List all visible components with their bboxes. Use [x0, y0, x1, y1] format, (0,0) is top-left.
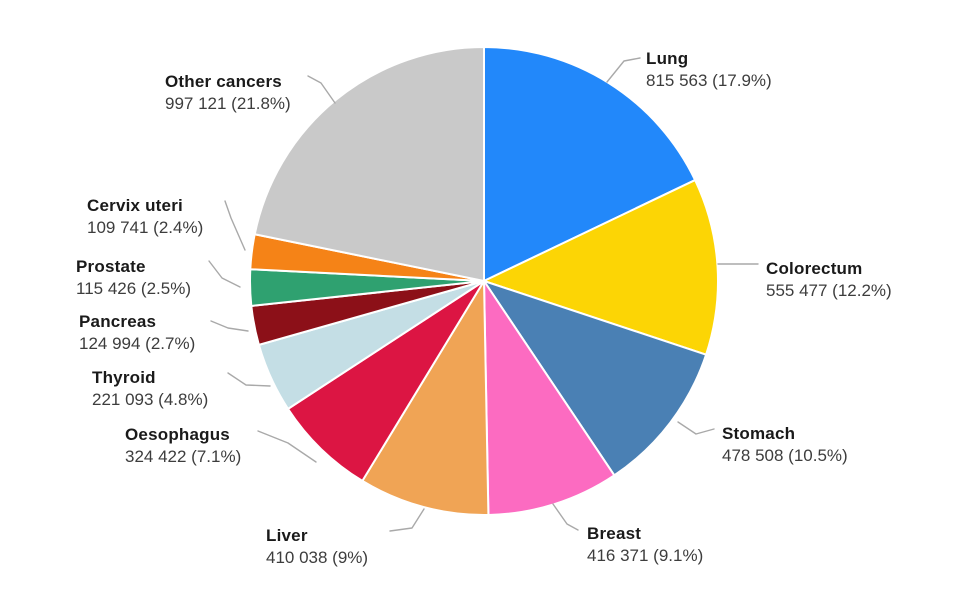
- slice-label-value: 478 508 (10.5%): [722, 446, 848, 465]
- slice-label-name: Colorectum: [766, 259, 863, 278]
- slice-label-colorectum: Colorectum 555 477 (12.2%): [766, 258, 892, 302]
- slice-label-name: Oesophagus: [125, 425, 230, 444]
- slice-label-value: 115 426 (2.5%): [76, 279, 191, 298]
- leader-line-breast: [552, 503, 579, 531]
- pie-slice-stomach[interactable]: [483, 280, 708, 477]
- pie-slice-oesophagus[interactable]: [287, 280, 485, 482]
- leader-line-oesophagus: [257, 430, 317, 463]
- pie-slice-colorectum[interactable]: [483, 179, 719, 356]
- slice-label-stomach: Stomach 478 508 (10.5%): [722, 423, 848, 467]
- slice-label-lung: Lung 815 563 (17.9%): [646, 48, 772, 92]
- leader-line-prostate: [208, 260, 241, 288]
- slice-label-thyroid: Thyroid 221 093 (4.8%): [92, 367, 208, 411]
- slice-label-value: 221 093 (4.8%): [92, 390, 209, 409]
- slice-label-prostate: Prostate 115 426 (2.5%): [76, 256, 191, 300]
- slice-label-name: Thyroid: [92, 368, 156, 387]
- pie-slice-lung[interactable]: [483, 46, 697, 282]
- leader-line-stomach: [677, 421, 715, 435]
- slice-label-cervix-uteri: Cervix uteri 109 741 (2.4%): [87, 195, 203, 239]
- slice-label-value: 324 422 (7.1%): [125, 447, 242, 466]
- slice-label-value: 997 121 (21.8%): [165, 94, 291, 113]
- slice-label-value: 410 038 (9%): [266, 548, 369, 567]
- leader-line-lung: [606, 57, 641, 83]
- leader-line-liver: [389, 508, 425, 532]
- slice-label-name: Lung: [646, 49, 689, 68]
- slice-label-name: Pancreas: [79, 312, 157, 331]
- leader-line-thyroid: [227, 372, 271, 387]
- leader-line-pancreas: [210, 320, 249, 332]
- slice-label-oesophagus: Oesophagus 324 422 (7.1%): [125, 424, 241, 468]
- slice-label-breast: Breast 416 371 (9.1%): [587, 523, 703, 567]
- pie-slice-other-cancers[interactable]: [253, 46, 485, 282]
- slice-label-name: Breast: [587, 524, 642, 543]
- pie-slice-breast[interactable]: [483, 280, 616, 516]
- slice-label-value: 109 741 (2.4%): [87, 218, 204, 237]
- slice-label-value: 416 371 (9.1%): [587, 546, 704, 565]
- slice-label-liver: Liver 410 038 (9%): [266, 525, 368, 569]
- leader-line-other-cancers: [307, 75, 336, 104]
- slice-label-name: Prostate: [76, 257, 146, 276]
- slice-label-name: Other cancers: [165, 72, 282, 91]
- slice-label-value: 555 477 (12.2%): [766, 281, 892, 300]
- pie-slice-liver[interactable]: [361, 280, 490, 516]
- slice-label-name: Stomach: [722, 424, 796, 443]
- slice-label-pancreas: Pancreas 124 994 (2.7%): [79, 311, 195, 355]
- slice-label-other-cancers: Other cancers 997 121 (21.8%): [165, 71, 291, 115]
- leader-line-cervix-uteri: [224, 200, 246, 251]
- slice-label-name: Liver: [266, 526, 308, 545]
- slice-label-value: 124 994 (2.7%): [79, 334, 196, 353]
- slice-label-name: Cervix uteri: [87, 196, 183, 215]
- slice-label-value: 815 563 (17.9%): [646, 71, 772, 90]
